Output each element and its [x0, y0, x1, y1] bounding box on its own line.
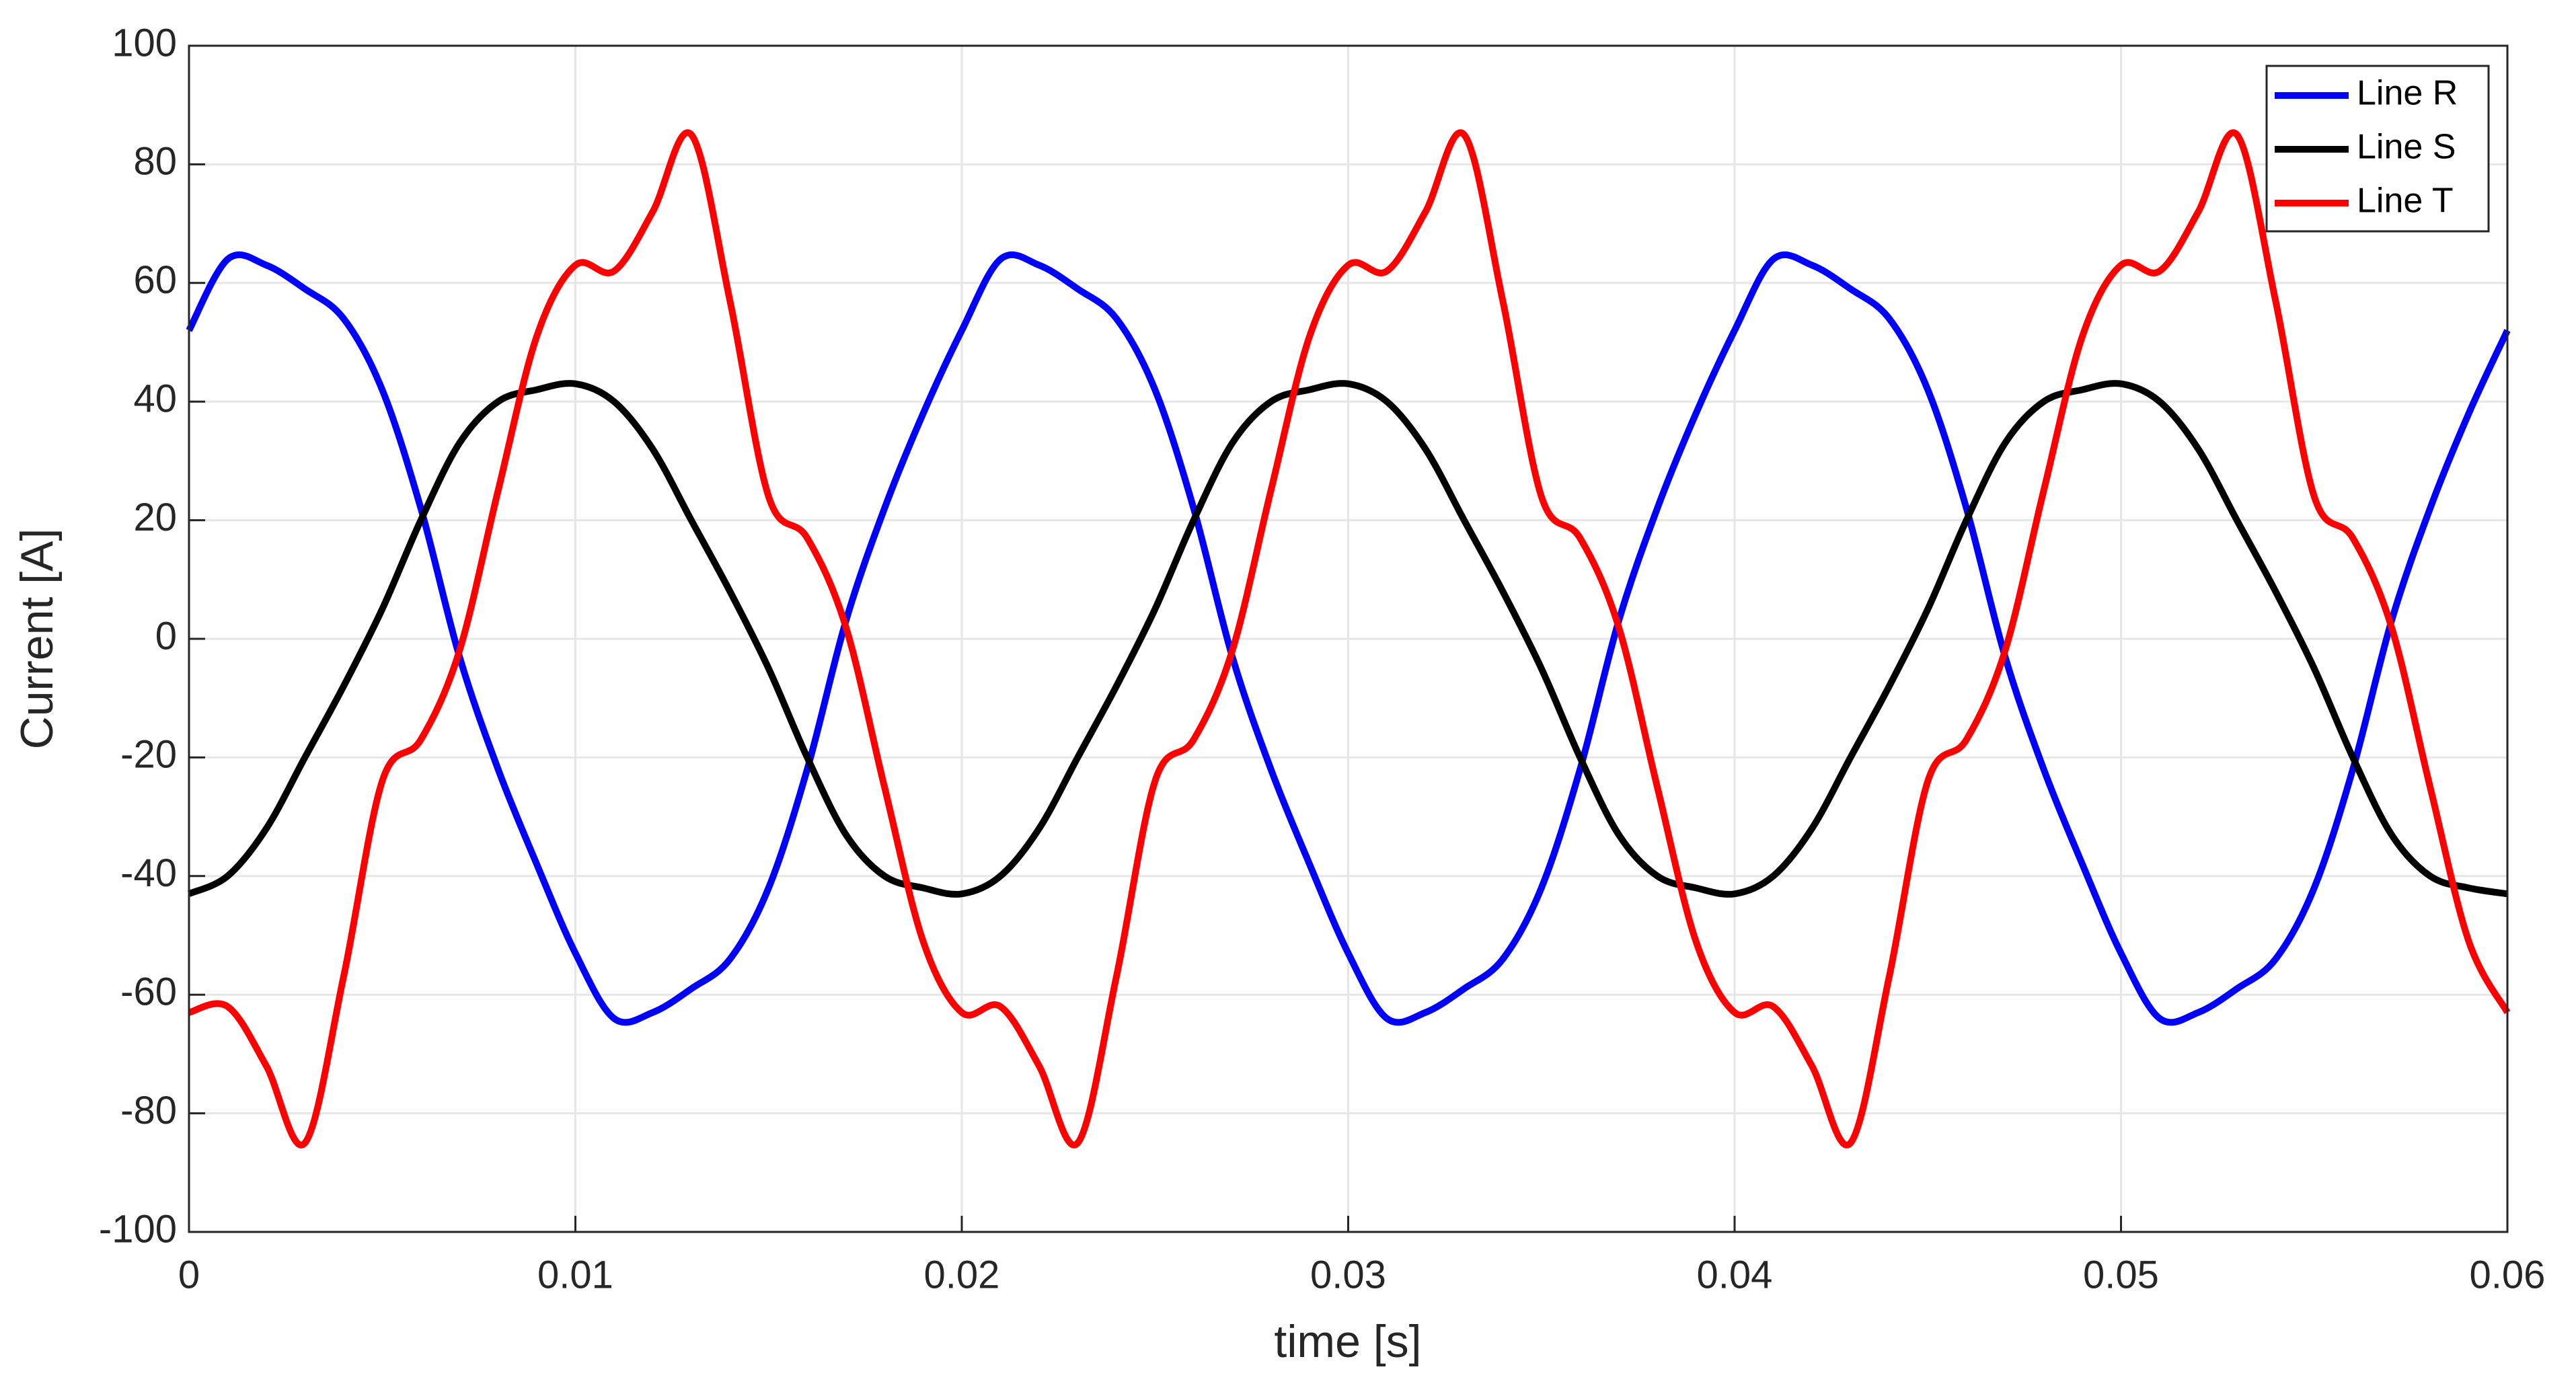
y-tick-label: 20	[133, 496, 177, 539]
series-line	[186, 251, 2511, 1026]
y-tick-label: -20	[120, 733, 177, 777]
y-tick-label: -80	[120, 1089, 177, 1132]
series-line	[187, 380, 2508, 898]
legend-label: Line S	[2357, 128, 2456, 167]
y-tick-label: 80	[133, 140, 177, 184]
x-axis-label: time [s]	[1274, 1316, 1421, 1367]
series-line	[188, 129, 2511, 1149]
y-tick-label: -60	[120, 970, 177, 1014]
axes-box	[188, 44, 2509, 1233]
x-tick-label: 0.02	[924, 1253, 1000, 1296]
x-tick-label: 0	[178, 1253, 200, 1296]
legend-label: Line R	[2357, 74, 2458, 113]
y-tick-label: 60	[133, 258, 177, 302]
x-tick-label: 0.05	[2083, 1253, 2159, 1296]
y-axis-label: Current [A]	[11, 529, 63, 750]
x-tick-label: 0.06	[2470, 1253, 2546, 1296]
y-tick-label: -40	[120, 851, 177, 895]
x-tick-label: 0.01	[537, 1253, 613, 1296]
y-tick-label: 100	[112, 21, 177, 65]
x-tick-label: 0.03	[1310, 1253, 1386, 1296]
y-tick-label: 0	[155, 614, 177, 658]
x-tick-label: 0.04	[1697, 1253, 1773, 1296]
y-tick-label: 40	[133, 377, 177, 421]
legend-label: Line T	[2357, 182, 2454, 221]
y-tick-label: -100	[99, 1207, 177, 1251]
